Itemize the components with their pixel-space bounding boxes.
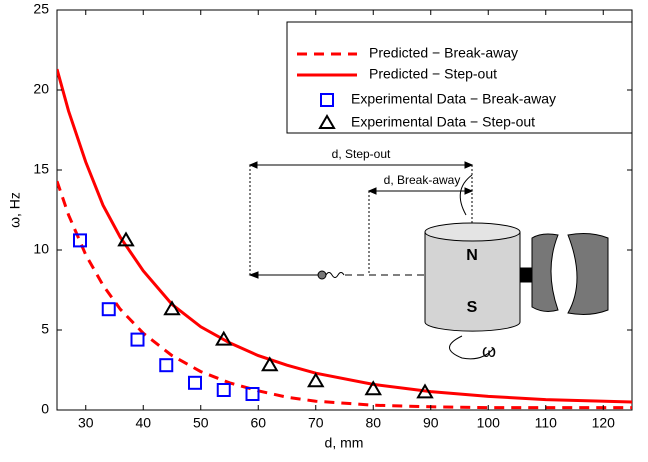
y-tick-label: 5 — [41, 321, 49, 337]
triangle-marker — [364, 380, 382, 396]
x-tick-label: 120 — [592, 415, 616, 431]
square-marker — [130, 332, 145, 347]
cylinder-body — [424, 232, 521, 332]
annotation: d, Break-away — [384, 173, 461, 187]
arrowheads — [248, 161, 474, 169]
x-tick-label: 50 — [193, 415, 209, 431]
x-tick-label: 90 — [423, 415, 439, 431]
annotation: S — [467, 299, 478, 316]
y-tick-label: 15 — [33, 161, 49, 177]
square-marker — [320, 93, 334, 107]
triangle-marker — [163, 300, 181, 316]
y-tick-label: 10 — [33, 241, 49, 257]
y-tick-label: 25 — [33, 1, 49, 17]
legend-box — [286, 21, 633, 134]
square-marker — [159, 358, 174, 373]
triangle-marker — [215, 330, 233, 346]
square-marker — [73, 233, 87, 248]
triangle-marker — [117, 231, 135, 247]
y-tick-label: 20 — [33, 81, 49, 97]
square-marker — [188, 375, 202, 390]
x-tick-label: 100 — [477, 415, 501, 431]
square-marker — [216, 383, 231, 397]
triangle-marker — [261, 356, 279, 372]
coupling — [567, 233, 609, 315]
particle — [317, 270, 327, 280]
square-marker — [101, 302, 116, 317]
x-tick-label: 40 — [135, 415, 151, 431]
inset-diagram — [248, 161, 609, 360]
cylinder-top — [424, 222, 521, 242]
legend: Predicted − Break-away Predicted − Step-o… — [286, 21, 633, 134]
legend-label: Predicted − Step-out — [369, 66, 497, 82]
x-tick-label: 80 — [365, 415, 381, 431]
triangle-marker — [318, 114, 336, 129]
wave — [325, 272, 345, 278]
arrowheads — [367, 187, 474, 195]
coupling — [531, 233, 559, 312]
y-tick-label: 0 — [41, 401, 49, 417]
legend-label: Experimental Data − Step-out — [351, 114, 535, 130]
annotation: N — [466, 247, 478, 264]
y-axis-label: ω, Hz — [7, 192, 23, 228]
rotation-arrow — [449, 335, 495, 360]
plot-frame — [56, 9, 633, 411]
annotation: ω — [482, 341, 496, 361]
x-tick-label: 30 — [78, 415, 94, 431]
x-tick-label: 60 — [250, 415, 266, 431]
triangle-marker — [307, 372, 325, 388]
x-axis-label: d, mm — [325, 435, 364, 451]
annotation: d, Step-out — [332, 147, 391, 161]
line-series — [57, 180, 632, 410]
triangle-marker — [416, 383, 434, 399]
arrowhead — [248, 271, 259, 279]
legend-label: Predicted − Break-away — [369, 45, 518, 61]
x-tick-label: 110 — [535, 415, 558, 431]
square-marker — [245, 387, 260, 401]
x-tick-label: 70 — [308, 415, 324, 431]
data-layer — [57, 68, 632, 410]
legend-label: Experimental Data − Break-away — [351, 91, 556, 107]
rotation-arrow — [459, 174, 473, 216]
